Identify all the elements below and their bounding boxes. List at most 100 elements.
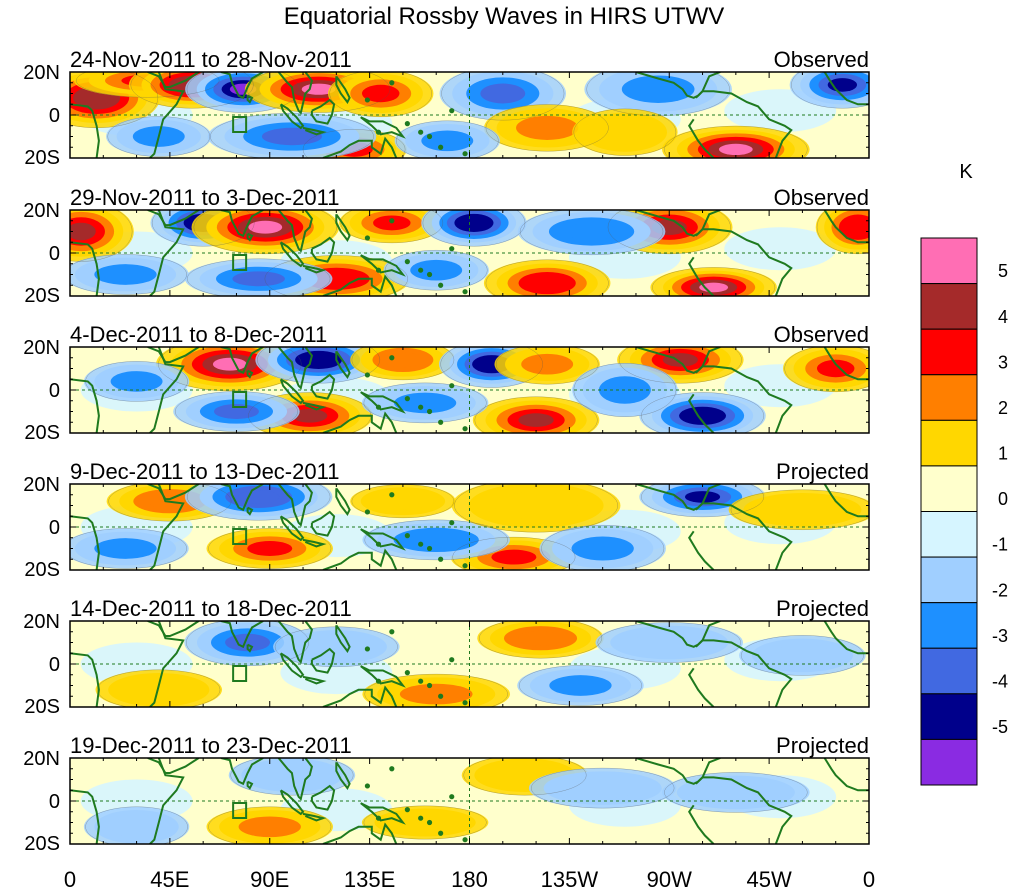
anomaly-4 bbox=[517, 665, 644, 706]
colorbar-label: -4 bbox=[992, 671, 1008, 691]
anomaly-4 bbox=[206, 528, 334, 569]
island-dot bbox=[364, 235, 371, 241]
anomaly-level bbox=[376, 492, 429, 510]
island-dot bbox=[375, 815, 382, 821]
island-dot bbox=[436, 706, 440, 707]
anomaly-9 bbox=[472, 396, 600, 433]
coastline bbox=[695, 365, 793, 433]
coastline bbox=[322, 411, 398, 433]
colorbar-label: -3 bbox=[992, 626, 1008, 646]
anomaly-level bbox=[399, 683, 473, 705]
island-dot bbox=[418, 815, 424, 821]
colorbar-label: -2 bbox=[992, 580, 1008, 600]
coastline bbox=[823, 210, 869, 244]
island-dot bbox=[418, 129, 424, 135]
island-dot bbox=[418, 404, 424, 410]
coastline bbox=[279, 652, 305, 679]
coastline bbox=[70, 789, 100, 844]
coastline bbox=[335, 213, 351, 242]
panels-group: 20N 0 20S 24-Nov-2011 to 28-Nov-2011 Observe… bbox=[23, 47, 870, 855]
coastline bbox=[277, 72, 313, 115]
coastline bbox=[149, 210, 185, 296]
region-box bbox=[232, 254, 248, 271]
coastline bbox=[279, 241, 305, 268]
anomaly-5 bbox=[595, 622, 744, 663]
coastline bbox=[149, 484, 185, 570]
y-tick-label: 20N bbox=[23, 337, 60, 359]
island-dot bbox=[438, 419, 444, 425]
coastline bbox=[695, 776, 793, 844]
contour-line bbox=[108, 484, 232, 522]
island-dot bbox=[375, 541, 382, 547]
anomaly-level bbox=[232, 271, 285, 287]
y-tick-label: 20S bbox=[24, 559, 60, 581]
anomaly-level bbox=[846, 219, 869, 235]
anomaly-level bbox=[82, 90, 112, 105]
panel-3: 20N 0 20S 4-Dec-2011 to 8-Dec-2011 Observed bbox=[23, 322, 870, 444]
contour-line bbox=[187, 484, 331, 521]
y-tick-label: 20N bbox=[23, 200, 60, 222]
coastlines bbox=[70, 621, 869, 707]
coastline bbox=[335, 761, 351, 790]
coastline bbox=[310, 647, 336, 674]
coastline bbox=[635, 621, 721, 648]
anomaly-level bbox=[816, 359, 855, 378]
anomaly-5 bbox=[494, 347, 600, 385]
contour-line bbox=[97, 669, 221, 707]
island-dot bbox=[389, 355, 395, 361]
colorbar-label: 4 bbox=[998, 307, 1008, 327]
coastline bbox=[246, 232, 254, 242]
anomaly-level bbox=[621, 75, 695, 103]
coastline bbox=[246, 643, 254, 653]
coastline bbox=[310, 510, 336, 537]
anomaly-16 bbox=[572, 108, 678, 156]
coastline bbox=[322, 274, 398, 296]
coastline bbox=[147, 621, 200, 637]
x-tick-label: 0 bbox=[863, 867, 875, 890]
colorbar-swatch bbox=[920, 693, 978, 740]
anomaly-level bbox=[421, 130, 474, 152]
y-tick-label: 20N bbox=[23, 748, 60, 770]
coastline bbox=[335, 75, 351, 104]
coastline bbox=[246, 94, 254, 104]
coastline bbox=[688, 256, 715, 296]
contour-line bbox=[186, 72, 300, 113]
contour-line bbox=[519, 665, 642, 706]
colorbar-swatch bbox=[920, 374, 978, 421]
panel-status-label: Projected bbox=[776, 459, 869, 484]
contour-line bbox=[208, 806, 332, 844]
anomaly-11 bbox=[350, 484, 456, 518]
panel-5: 20N 0 20S 14-Dec-2011 to 18-Dec-2011 Project… bbox=[23, 596, 870, 718]
coastline bbox=[277, 347, 313, 390]
coastline bbox=[149, 758, 185, 844]
anomaly-1 bbox=[184, 621, 311, 666]
panel-1: 20N 0 20S 24-Nov-2011 to 28-Nov-2011 Observe… bbox=[23, 47, 870, 169]
contour-line bbox=[363, 382, 487, 424]
island-dot bbox=[449, 794, 455, 800]
island-dot bbox=[404, 533, 410, 539]
coastline bbox=[220, 72, 264, 100]
island-dot bbox=[438, 830, 444, 836]
anomaly-11 bbox=[584, 72, 732, 117]
y-tick-label: 20S bbox=[24, 147, 60, 169]
coastline bbox=[220, 210, 264, 238]
coastline bbox=[246, 506, 254, 516]
anomaly-level bbox=[518, 413, 554, 427]
coastline bbox=[279, 103, 305, 130]
coastline bbox=[360, 528, 406, 551]
contour-line bbox=[187, 258, 331, 296]
island-dot bbox=[462, 289, 468, 295]
coastline bbox=[220, 347, 264, 375]
contour-line bbox=[485, 259, 609, 296]
coastline bbox=[360, 391, 406, 414]
island-dot bbox=[449, 383, 455, 389]
coastlines bbox=[70, 210, 869, 296]
contour-line bbox=[519, 210, 664, 256]
colorbar-swatch bbox=[920, 237, 978, 285]
coastline bbox=[310, 98, 336, 125]
coastline bbox=[360, 802, 406, 825]
coastline bbox=[635, 72, 721, 99]
anomaly-level bbox=[70, 222, 96, 241]
coastline bbox=[220, 758, 264, 786]
colorbar-units: K bbox=[959, 161, 973, 183]
